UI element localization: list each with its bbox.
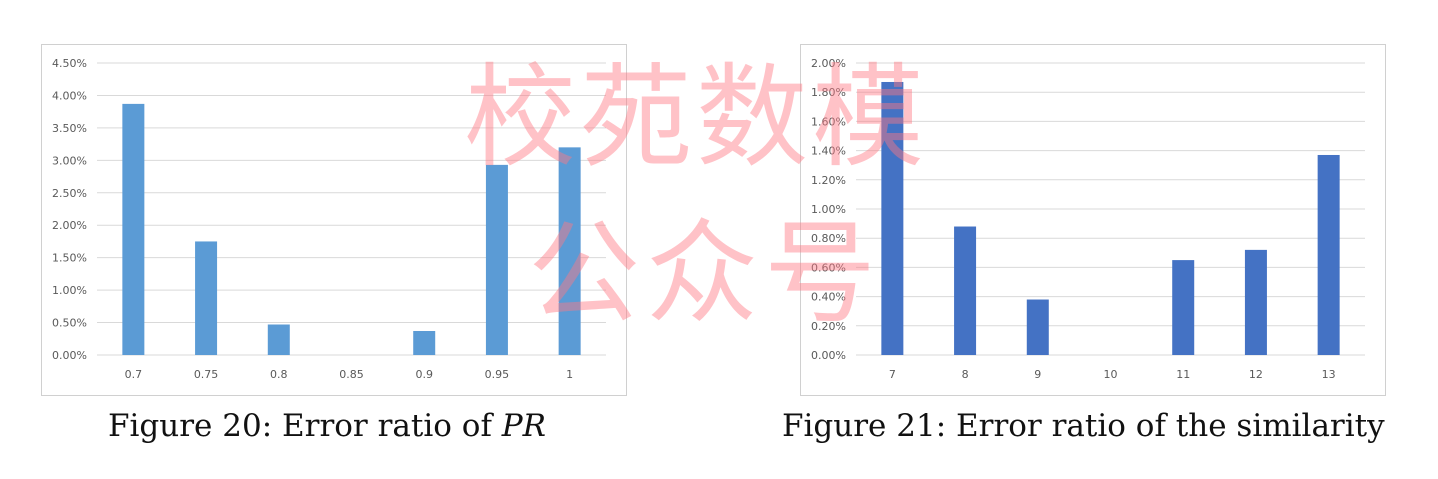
left-chart-ytick-label: 3.00% <box>52 154 87 167</box>
right-chart-xtick-label: 13 <box>1322 368 1336 381</box>
right-chart-bar <box>1026 299 1049 355</box>
left-chart-xtick-label: 0.9 <box>415 368 433 381</box>
left-chart-xtick-label: 0.7 <box>125 368 143 381</box>
left-chart-ytick-label: 4.00% <box>52 89 87 102</box>
right-chart-ytick-label: 1.80% <box>811 86 846 99</box>
right-chart-ytick-label: 1.00% <box>811 203 846 216</box>
left-chart-ytick-label: 1.00% <box>52 284 87 297</box>
left-chart-bar <box>122 103 145 355</box>
chart-left: 0.00% 0.50% 1.00% 1.50% 2.00% 2.50% 3.00% 3.50%… <box>41 44 627 396</box>
left-chart-ytick-label: 4.50% <box>52 57 87 70</box>
left-chart-xtick-label: 0.8 <box>270 368 288 381</box>
left-chart-bar <box>485 164 508 355</box>
right-chart-ytick-label: 0.60% <box>811 261 846 274</box>
right-chart-xtick-label: 10 <box>1104 368 1118 381</box>
left-chart-ytick-label: 3.50% <box>52 122 87 135</box>
right-chart-ytick-label: 0.80% <box>811 232 846 245</box>
left-chart-ytick-label: 1.50% <box>52 252 87 265</box>
right-chart-ytick-label: 1.40% <box>811 145 846 158</box>
right-chart-xtick-label: 8 <box>962 368 969 381</box>
right-chart-xtick-label: 11 <box>1176 368 1190 381</box>
right-chart-ytick-label: 0.00% <box>811 349 846 362</box>
left-chart-ytick-label: 0.50% <box>52 317 87 330</box>
left-chart-xtick-label: 1 <box>566 368 573 381</box>
chart-right-svg: 0.00% 0.20% 0.40% 0.60% 0.80% 1.00% 1.20% 1.40%… <box>811 57 1365 381</box>
left-chart-bar <box>195 241 218 355</box>
right-chart-ytick-label: 2.00% <box>811 57 846 70</box>
left-chart-bar <box>267 324 290 355</box>
left-chart-xtick-label: 0.75 <box>194 368 219 381</box>
left-chart-ytick-label: 2.00% <box>52 219 87 232</box>
right-chart-bar <box>881 81 904 356</box>
right-chart-bar <box>1172 260 1195 355</box>
figure-21-caption: Figure 21: Error ratio of the similarity <box>782 408 1385 444</box>
right-chart-bar <box>954 226 977 355</box>
figure-20-caption: Figure 20: Error ratio of PR <box>108 408 546 444</box>
right-chart-bar <box>1244 249 1267 355</box>
right-chart-ytick-label: 1.60% <box>811 115 846 128</box>
chart-left-svg: 0.00% 0.50% 1.00% 1.50% 2.00% 2.50% 3.00% 3.50%… <box>52 57 606 381</box>
left-chart-xtick-label: 0.95 <box>485 368 510 381</box>
right-chart-ytick-label: 1.20% <box>811 174 846 187</box>
right-chart-xtick-label: 7 <box>889 368 896 381</box>
left-chart-bar <box>558 147 581 355</box>
figure-20-caption-text: Figure 20: Error ratio of <box>108 408 502 444</box>
right-chart-xtick-label: 9 <box>1034 368 1041 381</box>
right-chart-bar <box>1317 154 1340 355</box>
figure-20-caption-math: PR <box>501 408 546 444</box>
left-chart-ytick-label: 0.00% <box>52 349 87 362</box>
left-chart-ytick-label: 2.50% <box>52 187 87 200</box>
right-chart-ytick-label: 0.20% <box>811 320 846 333</box>
left-chart-xtick-label: 0.85 <box>339 368 364 381</box>
chart-right: 0.00% 0.20% 0.40% 0.60% 0.80% 1.00% 1.20% 1.40%… <box>800 44 1386 396</box>
right-chart-xtick-label: 12 <box>1249 368 1263 381</box>
left-chart-bar <box>413 330 436 355</box>
right-chart-ytick-label: 0.40% <box>811 291 846 304</box>
